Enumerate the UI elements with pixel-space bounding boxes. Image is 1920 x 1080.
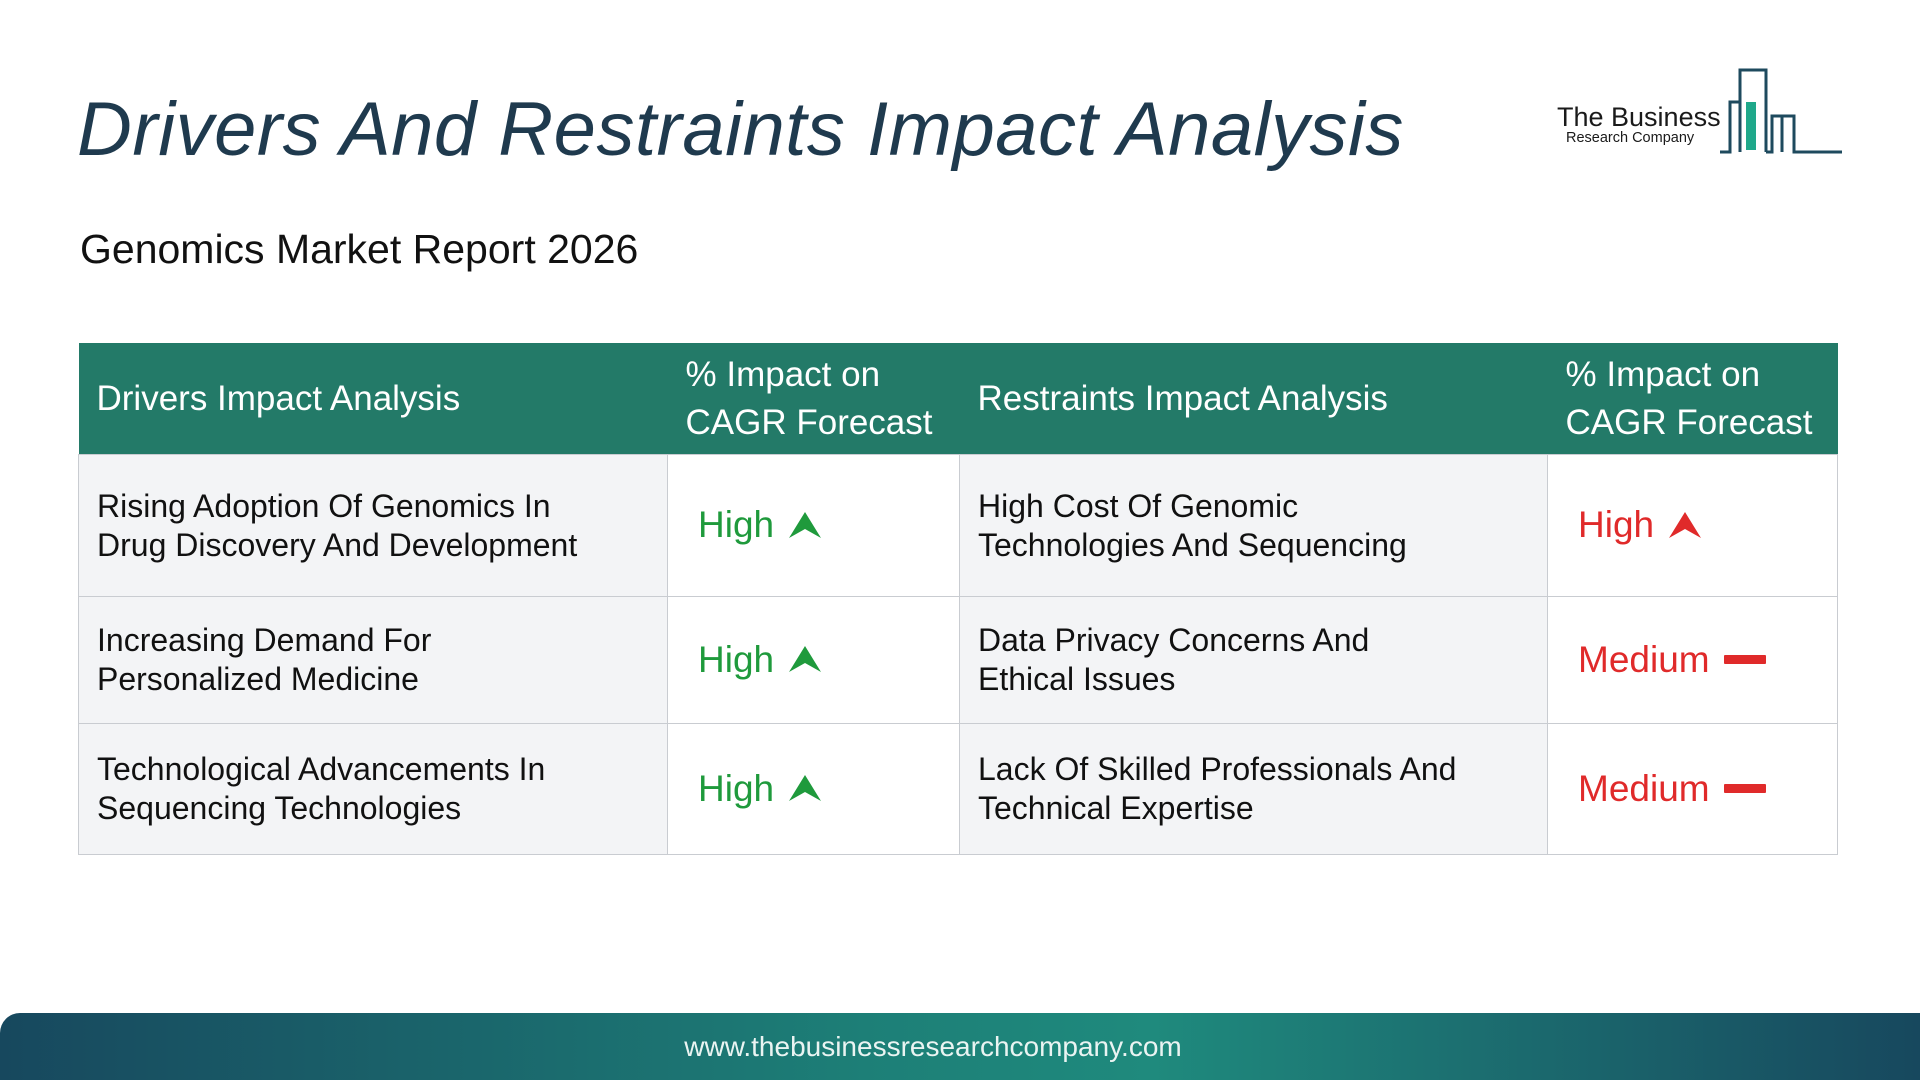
restraint-cell: Lack Of Skilled Professionals And Technic… [959,723,1548,855]
impact-level: High [698,504,775,545]
drivers-header: Drivers Impact Analysis [78,343,668,455]
restraint-cell: High Cost Of Genomic Technologies And Seq… [959,454,1548,597]
logo-name: The Business [1557,102,1721,132]
table-row: Increasing Demand For Personalized Medici… [78,596,1838,724]
footer-bar: www.thebusinessresearchcompany.com [0,1013,1920,1080]
dash-icon [1723,783,1766,793]
drivers-impact-header: % Impact on CAGR Forecast [667,343,960,455]
arrow-up-icon [789,646,822,672]
impact-table: Drivers Impact Analysis % Impact on CAGR … [78,343,1838,855]
driver-impact-cell: High [667,596,960,724]
restraint-impact-cell: Medium [1547,596,1838,724]
table-row: Rising Adoption Of Genomics In Drug Disco… [78,454,1838,597]
logo-tagline: Research Company [1566,130,1695,146]
table-row: Technological Advancements In Sequencing … [78,723,1838,855]
impact-level: High [698,638,775,680]
impact-level: High [1578,504,1655,545]
driver-impact-cell: High [667,454,960,597]
driver-impact-cell: High [667,723,960,855]
restraints-header: Restraints Impact Analysis [959,343,1548,455]
bar-building-logo-icon [1720,68,1842,154]
arrow-up-icon [789,775,822,801]
dash-icon [1723,654,1766,664]
company-logo: The Business Research Company [1552,66,1842,156]
restraint-impact-cell: High [1547,454,1838,597]
driver-cell: Rising Adoption Of Genomics In Drug Disco… [78,454,668,597]
driver-cell: Technological Advancements In Sequencing … [78,723,668,855]
table-header-row: Drivers Impact Analysis % Impact on CAGR … [78,343,1838,455]
arrow-up-icon [1669,511,1702,538]
restraints-impact-header: % Impact on CAGR Forecast [1547,343,1838,455]
impact-level: High [698,767,775,809]
website-link[interactable]: www.thebusinessresearchcompany.com [684,1031,1182,1062]
restraint-cell: Data Privacy Concerns And Ethical Issues [959,596,1548,724]
page-title: Drivers And Restraints Impact Analysis [77,87,1404,172]
arrow-up-icon [789,511,822,538]
report-subtitle: Genomics Market Report 2026 [80,226,639,272]
impact-level: Medium [1578,638,1710,680]
impact-level: Medium [1578,767,1710,809]
restraint-impact-cell: Medium [1547,723,1838,855]
driver-cell: Increasing Demand For Personalized Medici… [78,596,668,724]
